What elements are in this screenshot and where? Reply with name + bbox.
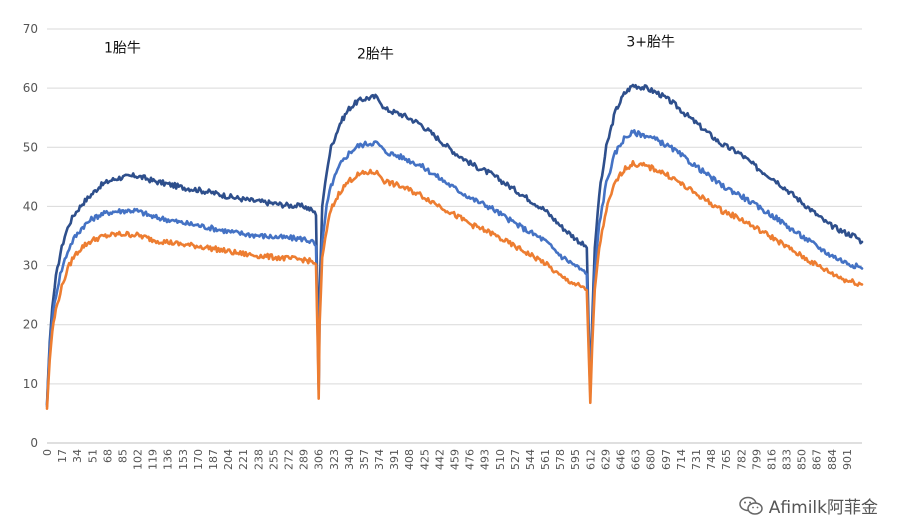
x-tick-label: 731 (690, 449, 703, 470)
y-tick-label: 50 (23, 140, 38, 154)
annotation-label: 3+胎牛 (626, 35, 675, 51)
x-tick-label: 816 (765, 449, 778, 470)
x-tick-label: 255 (267, 449, 280, 470)
x-tick-label: 238 (252, 449, 265, 470)
x-tick-label: 85 (116, 449, 129, 463)
x-tick-label: 680 (645, 449, 658, 470)
x-tick-label: 170 (192, 449, 205, 470)
x-tick-label: 442 (433, 449, 446, 470)
annotation-label: 1胎牛 (104, 41, 141, 57)
x-tick-label: 34 (71, 449, 84, 463)
x-tick-label: 119 (147, 449, 160, 470)
x-tick-label: 646 (615, 449, 628, 470)
x-tick-label: 748 (705, 449, 718, 470)
x-tick-label: 629 (599, 449, 612, 470)
x-tick-label: 153 (177, 449, 190, 470)
x-axis: 0 17 34 51 68 85 102 119 136 153 170 187 204 221 238 25… (41, 449, 854, 470)
y-tick-label: 0 (30, 436, 38, 450)
x-tick-label: 136 (162, 449, 175, 470)
x-tick-label: 510 (494, 449, 507, 470)
x-tick-label: 782 (735, 449, 748, 470)
x-tick-label: 476 (464, 449, 477, 470)
series-line (45, 83, 864, 406)
x-tick-label: 765 (720, 449, 733, 470)
x-tick-label: 17 (56, 449, 69, 463)
x-tick-label: 221 (237, 449, 250, 470)
x-tick-label: 425 (418, 449, 431, 470)
annotations: 1胎牛 2胎牛 3+胎牛 (104, 35, 675, 63)
y-tick-label: 20 (23, 318, 38, 332)
x-tick-label: 0 (41, 449, 54, 456)
x-tick-label: 799 (750, 449, 763, 470)
x-tick-label: 204 (222, 449, 235, 470)
x-tick-label: 357 (358, 449, 371, 470)
x-tick-label: 306 (313, 449, 326, 470)
x-tick-label: 561 (539, 449, 552, 470)
x-tick-label: 408 (403, 449, 416, 470)
x-tick-label: 323 (328, 449, 341, 470)
x-tick-label: 663 (630, 449, 643, 470)
x-tick-label: 68 (101, 449, 114, 463)
series-line (45, 160, 864, 410)
x-tick-label: 493 (479, 449, 492, 470)
x-tick-label: 833 (781, 449, 794, 470)
x-tick-label: 391 (388, 449, 401, 470)
x-tick-label: 578 (554, 449, 567, 470)
x-tick-label: 595 (569, 449, 582, 470)
y-axis: 0 10 20 30 40 50 60 70 (23, 22, 38, 450)
y-tick-label: 30 (23, 259, 38, 273)
wechat-icon (739, 496, 763, 516)
x-tick-label: 867 (811, 449, 824, 470)
x-tick-label: 697 (660, 449, 673, 470)
x-tick-label: 187 (207, 449, 220, 470)
grid-lines (47, 28, 862, 444)
x-tick-label: 340 (343, 449, 356, 470)
watermark-text: Afimilk阿菲金 (768, 498, 878, 518)
y-tick-label: 60 (23, 81, 38, 95)
x-tick-label: 544 (524, 449, 537, 470)
x-tick-label: 102 (132, 449, 145, 470)
x-tick-label: 459 (449, 449, 462, 470)
y-tick-label: 10 (23, 377, 38, 391)
x-tick-label: 289 (298, 449, 311, 470)
x-tick-label: 374 (373, 449, 386, 470)
watermark: Afimilk阿菲金 (739, 493, 878, 518)
x-tick-label: 51 (86, 449, 99, 463)
y-tick-label: 70 (23, 22, 38, 36)
x-tick-label: 272 (282, 449, 295, 470)
series-group (45, 83, 864, 410)
x-tick-label: 612 (584, 449, 597, 470)
series-line (45, 129, 864, 408)
x-tick-label: 884 (826, 449, 839, 470)
x-tick-label: 527 (509, 449, 522, 470)
y-tick-label: 40 (23, 199, 38, 213)
x-tick-label: 850 (796, 449, 809, 470)
annotation-label: 2胎牛 (357, 47, 394, 63)
x-tick-label: 714 (675, 449, 688, 470)
x-tick-label: 901 (841, 449, 854, 470)
